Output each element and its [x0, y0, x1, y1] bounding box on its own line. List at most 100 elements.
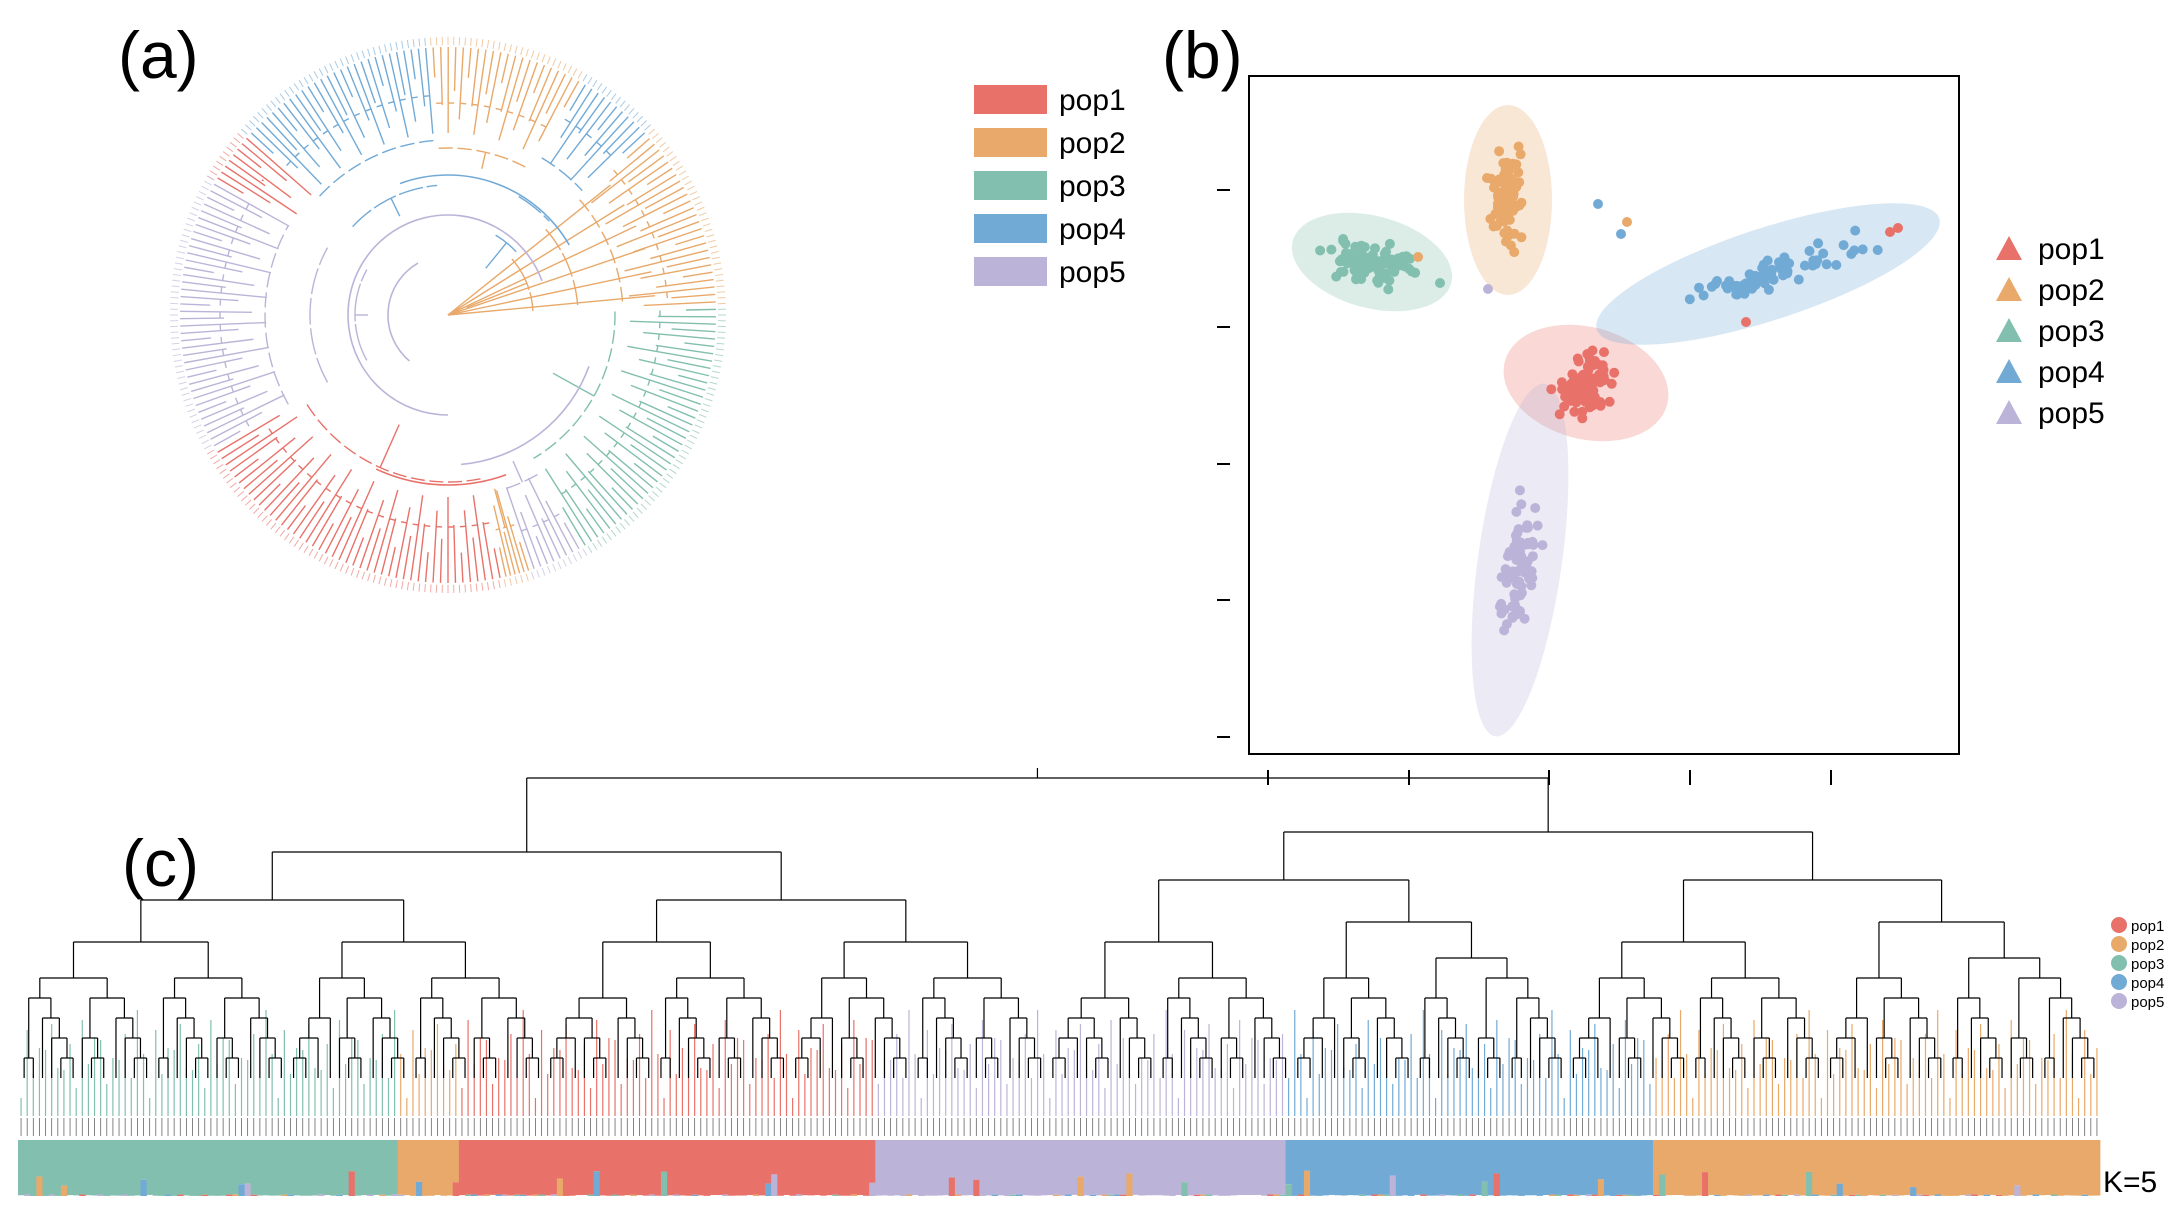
tree-arc	[620, 179, 626, 185]
admixture-bar	[905, 1194, 913, 1196]
tree-branch	[656, 278, 714, 288]
admixture-bar	[1530, 1140, 1538, 1196]
tip-label	[715, 279, 724, 282]
admixture-bar	[79, 1194, 86, 1196]
admixture-bar	[1389, 1175, 1397, 1196]
admixture-bar	[1487, 1140, 1495, 1196]
panel-b-label: (b)	[1162, 18, 1243, 92]
admixture-bar	[520, 1194, 527, 1196]
admixture-bar	[752, 1194, 760, 1196]
tip-label	[226, 477, 234, 484]
admixture-bar	[1928, 1140, 1936, 1196]
pop3-legend-label: pop3	[1059, 170, 1126, 203]
tree-branch	[630, 444, 667, 471]
admixture-bar	[318, 1194, 325, 1196]
tip-label	[181, 234, 190, 238]
tree-arc	[234, 397, 239, 404]
tree-arc	[601, 231, 610, 246]
admixture-bar	[1659, 1174, 1666, 1196]
admixture-bar	[605, 1140, 613, 1196]
tree-branch	[545, 73, 566, 114]
admixture-bar	[1071, 1140, 1078, 1195]
tip-label	[412, 582, 415, 591]
pop5-point	[1502, 575, 1513, 586]
tree-branch	[269, 482, 300, 516]
admixture-bar	[1793, 1194, 1801, 1196]
tip-label	[196, 429, 204, 434]
admixture-bar	[618, 1140, 625, 1196]
tree-arc	[412, 523, 419, 526]
admixture-bar	[832, 1140, 839, 1195]
tree-branch	[485, 50, 495, 95]
pop2-legend-label: pop2	[1059, 127, 1126, 160]
tip-label	[430, 584, 432, 593]
pop5-legend-label: pop5	[2038, 397, 2105, 430]
tree-branch	[583, 435, 649, 494]
admixture-bar	[232, 1194, 239, 1196]
admixture-bar	[1420, 1140, 1427, 1195]
tip-label	[204, 180, 212, 186]
admixture-bar	[1132, 1140, 1139, 1195]
tree-branch	[180, 310, 253, 313]
tree-branch	[255, 127, 299, 169]
admixture-bar	[24, 1194, 31, 1196]
admixture-bar	[1120, 1194, 1127, 1196]
tree-arc	[561, 490, 567, 495]
admixture-bar	[66, 1140, 74, 1196]
admixture-bar	[722, 1194, 729, 1196]
tree-arc	[221, 274, 225, 281]
tip-label	[666, 151, 674, 157]
tree-branch	[193, 371, 276, 400]
admixture-bar	[954, 1140, 962, 1195]
tree-arc	[596, 141, 602, 147]
admixture-bar	[1138, 1140, 1146, 1196]
admixture-bar	[452, 1182, 460, 1196]
admixture-bar	[1867, 1140, 1874, 1196]
admixture-bar	[673, 1194, 680, 1196]
admixture-bar	[483, 1194, 490, 1196]
admixture-bar	[1555, 1194, 1562, 1196]
tree-branch	[671, 293, 716, 299]
admixture-bar	[801, 1140, 809, 1196]
admixture-bar	[1114, 1140, 1121, 1195]
admixture-bar	[630, 1194, 637, 1196]
tip-label	[525, 573, 529, 582]
admixture-bar	[465, 1194, 472, 1196]
admixture-bar	[305, 1140, 313, 1196]
tree-arc	[543, 215, 550, 222]
tree-branch	[447, 294, 656, 316]
admixture-bar	[514, 1194, 521, 1196]
tree-arc	[613, 442, 618, 448]
tip-label	[270, 522, 277, 530]
admixture-bar	[1224, 1140, 1231, 1196]
tree-arc	[360, 269, 368, 282]
admixture-bar	[709, 1140, 717, 1195]
tree-arc	[366, 510, 373, 514]
admixture-bar	[1904, 1140, 1911, 1196]
tree-arc	[583, 399, 593, 413]
tree-arc	[495, 234, 517, 253]
admixture-bar	[287, 1140, 294, 1195]
admixture-bar	[703, 1140, 711, 1196]
tip-label	[572, 68, 578, 76]
admixture-bar	[679, 1140, 686, 1196]
tree-arc	[298, 464, 304, 471]
tree-branch	[324, 489, 360, 554]
tip-label	[694, 201, 703, 206]
admixture-bar	[1126, 1173, 1133, 1196]
admixture-bar	[336, 1140, 343, 1195]
admixture-bar	[1077, 1176, 1084, 1196]
tip-label	[541, 567, 546, 576]
pop5-point	[1502, 551, 1513, 562]
admixture-bar	[1965, 1194, 1972, 1196]
admixture-bar	[1842, 1140, 1850, 1196]
admixture-bar	[354, 1140, 362, 1196]
admixture-bar	[1701, 1172, 1709, 1196]
pop1-point	[1569, 406, 1580, 417]
admixture-bar	[1995, 1194, 2003, 1196]
tip-label	[520, 47, 524, 56]
admixture-bar	[311, 1140, 319, 1196]
tree-arc	[591, 214, 601, 228]
tree-branch	[206, 394, 285, 434]
admixture-bar	[1059, 1140, 1066, 1196]
